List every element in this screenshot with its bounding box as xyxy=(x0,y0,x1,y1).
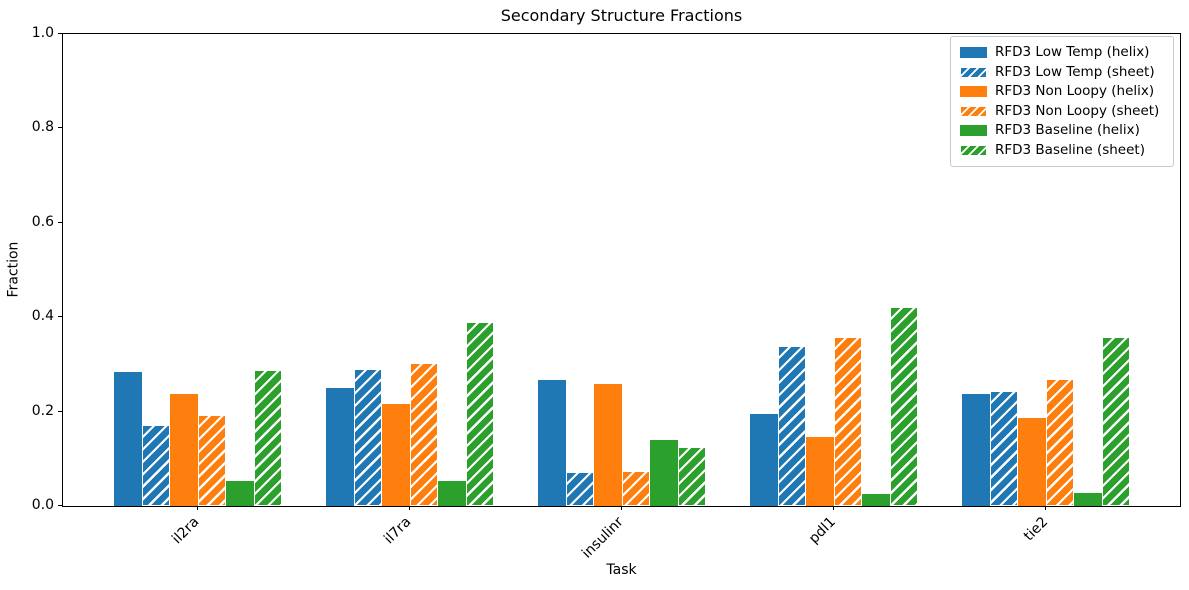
x-axis-label: Task xyxy=(606,562,637,578)
bar-insulinr-3 xyxy=(621,471,650,506)
y-tick-mark xyxy=(58,505,62,506)
bar-pdl1-2 xyxy=(805,436,834,506)
bar-pdl1-1 xyxy=(777,345,806,506)
y-tick-mark xyxy=(58,221,62,223)
x-tick-label-pdl1: pdl1 xyxy=(805,514,839,547)
bar-tie2-0 xyxy=(961,393,990,506)
bar-il2ra-4 xyxy=(225,480,254,506)
y-tick-label: 0.4 xyxy=(31,308,54,325)
legend-item: RFD3 Baseline (helix) xyxy=(960,122,1164,139)
x-tick-mark xyxy=(832,506,834,510)
y-tick-label: 0.0 xyxy=(31,497,54,513)
bar-insulinr-1 xyxy=(565,472,594,506)
bar-il7ra-4 xyxy=(437,480,466,506)
x-tick-label-tie2: tie2 xyxy=(1020,514,1051,545)
y-tick-mark xyxy=(58,127,62,129)
legend-label: RFD3 Low Temp (sheet) xyxy=(995,63,1155,80)
bar-tie2-2 xyxy=(1017,418,1046,506)
bar-pdl1-4 xyxy=(861,494,890,506)
legend-item: RFD3 Low Temp (helix) xyxy=(960,44,1164,61)
bar-il2ra-5 xyxy=(253,370,282,506)
legend-hatched-swatch-icon xyxy=(960,144,987,156)
legend-item: RFD3 Baseline (sheet) xyxy=(960,142,1164,159)
bar-il7ra-2 xyxy=(381,403,410,506)
legend-label: RFD3 Non Loopy (sheet) xyxy=(995,102,1160,119)
legend-solid-swatch-icon xyxy=(960,86,987,98)
y-tick-label: 1.0 xyxy=(31,25,54,41)
x-tick-mark xyxy=(620,506,622,510)
legend-item: RFD3 Low Temp (sheet) xyxy=(960,64,1164,81)
legend-label: RFD3 Low Temp (helix) xyxy=(995,44,1150,60)
y-tick-mark xyxy=(58,316,62,318)
bar-il2ra-1 xyxy=(141,425,170,506)
legend-solid-swatch-icon xyxy=(960,125,987,137)
x-tick-label-insulinr: insulinr xyxy=(579,514,627,562)
x-tick-mark xyxy=(196,506,198,510)
legend-label: RFD3 Non Loopy (helix) xyxy=(995,83,1155,100)
bar-insulinr-0 xyxy=(537,379,566,506)
bar-insulinr-5 xyxy=(677,447,706,506)
bar-pdl1-5 xyxy=(889,307,918,506)
legend-solid-swatch-icon xyxy=(960,47,987,58)
x-tick-mark xyxy=(1044,506,1046,510)
y-axis-label: Fraction xyxy=(5,241,22,298)
legend-label: RFD3 Baseline (helix) xyxy=(995,122,1140,139)
bar-il7ra-5 xyxy=(465,321,494,506)
bar-il2ra-0 xyxy=(113,372,142,506)
bar-il7ra-0 xyxy=(325,387,354,506)
y-tick-label: 0.8 xyxy=(31,119,54,136)
bar-pdl1-3 xyxy=(833,337,862,506)
x-tick-label-il7ra: il7ra xyxy=(381,514,415,548)
bar-il2ra-2 xyxy=(169,393,198,506)
y-tick-label: 0.6 xyxy=(31,213,54,230)
x-tick-label-il2ra: il2ra xyxy=(169,514,203,548)
bar-il7ra-1 xyxy=(353,369,382,506)
legend-hatched-swatch-icon xyxy=(960,105,987,117)
bar-tie2-5 xyxy=(1101,337,1130,506)
bar-tie2-3 xyxy=(1045,379,1074,506)
bar-pdl1-0 xyxy=(749,414,778,506)
y-tick-label: 0.2 xyxy=(31,402,54,419)
bar-tie2-1 xyxy=(989,391,1018,506)
chart-title: Secondary Structure Fractions xyxy=(500,6,743,25)
bar-tie2-4 xyxy=(1073,493,1102,506)
bar-il7ra-3 xyxy=(409,362,438,506)
legend-hatched-swatch-icon xyxy=(960,66,987,78)
legend-item: RFD3 Non Loopy (helix) xyxy=(960,83,1164,100)
legend-item: RFD3 Non Loopy (sheet) xyxy=(960,103,1164,120)
bar-insulinr-2 xyxy=(593,384,622,506)
x-tick-mark xyxy=(408,506,410,510)
legend-label: RFD3 Baseline (sheet) xyxy=(995,141,1145,158)
y-tick-mark xyxy=(58,410,62,412)
bar-il2ra-3 xyxy=(197,415,226,506)
y-tick-mark xyxy=(58,33,62,34)
legend: RFD3 Low Temp (helix) RFD3 Low Temp (shee… xyxy=(950,36,1174,167)
bar-insulinr-4 xyxy=(649,439,678,506)
